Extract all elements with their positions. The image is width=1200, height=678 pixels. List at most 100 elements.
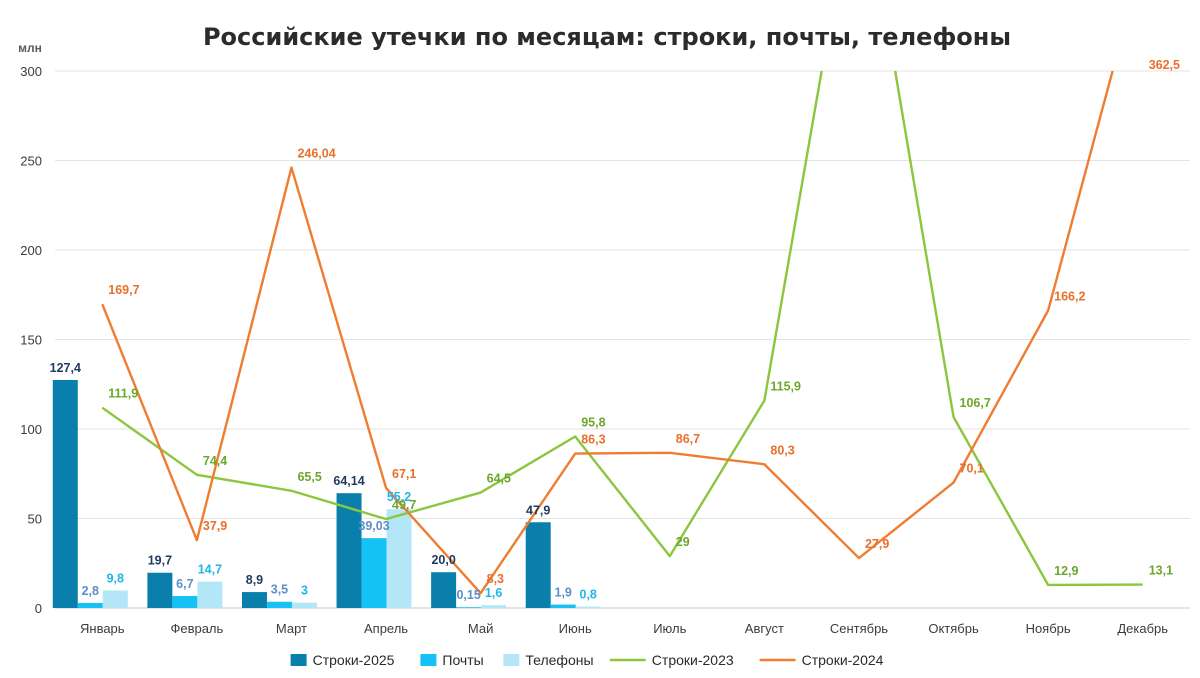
legend-item: Строки-2023 — [609, 652, 734, 668]
bars — [52, 379, 601, 608]
x-tick-label: Апрель — [364, 621, 408, 636]
x-tick-label: Сентябрь — [830, 621, 888, 636]
bar — [52, 379, 78, 608]
line-data-label: 111,9 — [108, 387, 138, 401]
chart-title: Российские утечки по месяцам: строки, по… — [203, 23, 1011, 51]
legend-label: Почты — [442, 652, 483, 668]
legend-item: Почты — [420, 652, 484, 668]
x-tick-label: Июль — [653, 621, 686, 636]
bar — [550, 604, 576, 608]
bar — [197, 581, 223, 608]
y-tick-label: 200 — [20, 243, 42, 258]
line-data-label: 86,7 — [676, 432, 700, 446]
line-data-label: 86,3 — [581, 433, 605, 447]
legend-label: Строки-2023 — [652, 652, 734, 668]
line-data-label: 362,5 — [1149, 58, 1180, 72]
line-data-label: 29 — [676, 535, 690, 549]
line-data-label: 67,1 — [392, 467, 416, 481]
bar — [456, 607, 482, 608]
line-data-label: 49,7 — [392, 498, 416, 512]
x-tick-label: Май — [468, 621, 493, 636]
y-tick-label: 100 — [20, 422, 42, 437]
x-tick-label: Август — [745, 621, 784, 636]
line-data-label: 166,2 — [1054, 290, 1085, 304]
x-tick-label: Февраль — [170, 621, 223, 636]
y-tick-label: 50 — [28, 512, 42, 527]
legend-item: Строки-2025 — [290, 652, 395, 668]
bar-data-label: 1,6 — [485, 586, 502, 600]
legend-label: Телефоны — [525, 652, 593, 668]
bar — [361, 538, 387, 608]
line-data-label: 169,7 — [108, 283, 139, 297]
bar-data-label: 39,03 — [358, 519, 389, 533]
bar — [102, 590, 128, 608]
bar — [291, 602, 317, 608]
x-tick-label: Ноябрь — [1026, 621, 1071, 636]
bar — [241, 592, 267, 608]
bar — [336, 493, 362, 608]
y-tick-label: 150 — [20, 333, 42, 348]
bar-data-label: 127,4 — [50, 361, 81, 375]
bar — [77, 602, 103, 608]
bar-data-label: 55,2 — [387, 490, 411, 504]
y-axis-unit: млн — [18, 41, 42, 55]
x-tick-label: Январь — [80, 621, 125, 636]
x-tick-label: Март — [276, 621, 307, 636]
line-data-label: 12,9 — [1054, 564, 1078, 578]
bar — [147, 572, 173, 608]
bar-data-label: 0,8 — [580, 588, 597, 602]
series-line — [101, 71, 1143, 587]
bar — [481, 605, 507, 608]
data-labels: 127,4 19,7 8,9 64,14 20,0 47,9 2,8 6,7 3,5 39,03 0… — [50, 58, 1180, 602]
line-data-label: 65,5 — [297, 470, 321, 484]
line-data-label: 80,3 — [770, 443, 794, 457]
line-data-label: 8,3 — [487, 572, 504, 586]
bar — [266, 601, 292, 608]
bar — [386, 509, 412, 608]
x-tick-label: Июнь — [559, 621, 592, 636]
legend-swatch — [503, 654, 520, 666]
bar-data-label: 3 — [301, 584, 308, 598]
bar — [172, 596, 198, 608]
y-tick-label: 300 — [20, 64, 42, 79]
bar-data-label: 47,9 — [526, 503, 550, 517]
bar-data-label: 8,9 — [246, 573, 263, 587]
x-tick-label: Декабрь — [1117, 621, 1168, 636]
line-data-label: 64,5 — [487, 472, 511, 486]
x-axis: Январь Февраль Март Апрель Май Июнь Июль Август… — [80, 621, 1168, 636]
legend-swatch — [420, 654, 437, 666]
bar — [575, 606, 601, 608]
bar-data-label: 20,0 — [431, 553, 455, 567]
x-tick-label: Октябрь — [928, 621, 979, 636]
y-tick-label: 250 — [20, 154, 42, 169]
bar-data-label: 3,5 — [271, 583, 288, 597]
bar — [525, 522, 551, 608]
line-data-label: 246,04 — [297, 147, 335, 161]
legend-item: Строки-2024 — [759, 652, 884, 668]
line-data-label: 74,4 — [203, 454, 227, 468]
line-data-label: 27,9 — [865, 537, 889, 551]
lines — [101, 71, 1143, 595]
bar-data-label: 2,8 — [82, 584, 99, 598]
gridlines: 0 50 100 150 200 250 300 — [20, 64, 1190, 616]
line-data-label: 13,1 — [1149, 564, 1173, 578]
line-data-label: 37,9 — [203, 519, 227, 533]
line-data-label: 106,7 — [960, 396, 991, 410]
bar-data-label: 64,14 — [333, 474, 364, 488]
bar-data-label: 1,9 — [555, 586, 572, 600]
bar-data-label: 0,15 — [456, 588, 480, 602]
legend: Строки-2025 Почты Телефоны Строки-2023 Строк… — [290, 652, 884, 668]
legend-swatch — [290, 654, 307, 666]
legend-label: Строки-2025 — [313, 652, 395, 668]
line-data-label: 115,9 — [770, 380, 801, 394]
bar — [431, 572, 457, 608]
y-tick-label: 0 — [35, 601, 42, 616]
series-line — [101, 71, 1114, 595]
bar-data-label: 19,7 — [148, 554, 172, 568]
bar-data-label: 6,7 — [176, 577, 193, 591]
line-data-label: 95,8 — [581, 416, 605, 430]
bar-data-label: 9,8 — [107, 571, 124, 585]
legend-item: Телефоны — [503, 652, 594, 668]
